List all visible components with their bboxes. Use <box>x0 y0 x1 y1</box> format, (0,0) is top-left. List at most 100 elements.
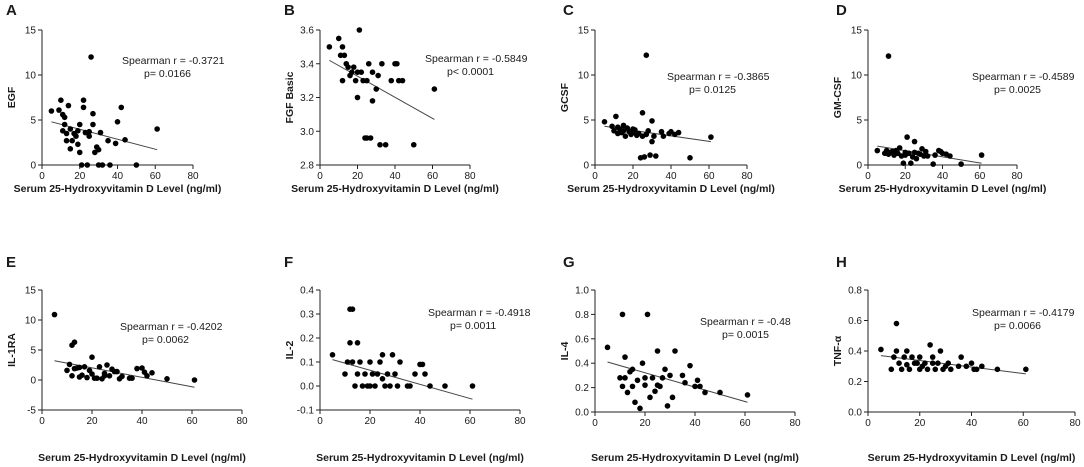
data-point <box>634 377 641 384</box>
data-point <box>675 129 682 136</box>
data-point <box>69 137 75 144</box>
data-point <box>658 128 665 135</box>
data-point <box>601 119 608 125</box>
data-point <box>379 60 385 67</box>
x-tick-label: 20 <box>627 171 639 182</box>
y-tick-label: 15 <box>578 26 590 37</box>
x-tick-label: 80 <box>1011 171 1023 182</box>
data-point <box>81 364 88 370</box>
regression-line <box>54 360 195 388</box>
data-point <box>947 153 953 159</box>
data-point <box>377 359 383 365</box>
data-point <box>349 69 355 75</box>
data-point <box>708 134 714 140</box>
y-tick-label: 3.0 <box>300 127 314 138</box>
data-point <box>369 69 376 75</box>
data-point <box>384 371 391 377</box>
data-point <box>95 146 102 153</box>
data-point <box>637 405 643 412</box>
data-point <box>619 383 626 390</box>
spearman-r-label: Spearman r = -0.3721 <box>122 55 225 67</box>
data-point <box>67 146 74 152</box>
x-tick-label: 60 <box>1018 418 1030 429</box>
panel-letter: D <box>836 2 847 19</box>
data-point <box>379 376 386 382</box>
data-point <box>58 97 64 103</box>
x-axis-title: Serum 25-Hydroxyvitamin D Level (ng/ml) <box>591 452 799 464</box>
data-point <box>90 110 96 117</box>
data-point <box>80 97 87 103</box>
data-point <box>392 371 398 377</box>
data-point <box>973 366 980 373</box>
data-point <box>134 365 140 372</box>
data-point <box>896 360 902 367</box>
x-axis-title: Serum 25-Hydroxyvitamin D Level (ng/ml) <box>291 183 499 195</box>
y-tick-label: 10 <box>851 71 863 82</box>
data-point <box>679 372 686 379</box>
data-point <box>347 340 353 346</box>
data-point <box>349 306 356 313</box>
panel-letter: G <box>563 254 575 271</box>
data-point <box>978 152 985 158</box>
data-point <box>935 360 941 367</box>
spearman-r-label: Spearman r = -0.4589 <box>972 71 1075 83</box>
data-point <box>114 119 121 125</box>
x-tick-label: 80 <box>789 418 801 429</box>
y-tick-label: 0 <box>583 161 589 172</box>
data-point <box>645 128 651 134</box>
x-tick-label: 80 <box>236 416 248 427</box>
y-tick-label: -5 <box>27 406 36 417</box>
panel-letter: F <box>284 254 293 271</box>
p-value-label: p= 0.0011 <box>450 320 496 332</box>
data-point <box>629 366 636 373</box>
x-tick-label: 40 <box>389 171 401 182</box>
data-point <box>350 64 357 70</box>
data-point <box>427 383 433 389</box>
data-point <box>694 377 701 384</box>
data-point <box>888 366 895 373</box>
data-point <box>914 360 920 367</box>
data-point <box>75 141 81 148</box>
data-point <box>367 383 373 389</box>
data-point <box>659 375 666 381</box>
data-point <box>906 150 912 157</box>
data-point <box>358 69 365 75</box>
y-tick-label: 1.0 <box>575 286 589 297</box>
data-point <box>904 361 910 368</box>
data-point <box>968 360 975 367</box>
data-point <box>662 366 668 373</box>
data-point <box>922 360 928 367</box>
data-point <box>930 161 936 167</box>
data-point <box>133 162 140 168</box>
data-point <box>945 360 952 367</box>
data-point <box>913 155 920 162</box>
data-point <box>339 44 346 50</box>
data-point <box>144 373 150 379</box>
x-axis-title: Serum 25-Hydroxyvitamin D Level (ng/ml) <box>567 183 775 195</box>
data-point <box>948 366 954 373</box>
panel-letter: C <box>563 2 574 19</box>
y-tick-label: 10 <box>578 71 590 82</box>
y-axis-title: GM-CSF <box>832 76 844 118</box>
data-point <box>617 375 623 381</box>
data-point <box>744 392 751 398</box>
data-point <box>387 383 393 389</box>
data-point <box>664 403 671 409</box>
data-point <box>955 363 962 370</box>
data-point <box>898 366 905 373</box>
data-point <box>904 348 910 354</box>
x-tick-label: 0 <box>39 171 45 182</box>
data-point <box>99 162 106 168</box>
data-point <box>356 27 363 33</box>
data-point <box>345 64 351 70</box>
y-tick-label: 0.4 <box>848 347 862 358</box>
data-point <box>994 366 1001 373</box>
x-tick-label: 60 <box>427 171 439 182</box>
data-point <box>922 148 929 155</box>
data-point <box>96 364 103 370</box>
y-tick-label: 5 <box>30 346 36 357</box>
data-point <box>667 372 673 379</box>
data-point <box>394 60 400 67</box>
